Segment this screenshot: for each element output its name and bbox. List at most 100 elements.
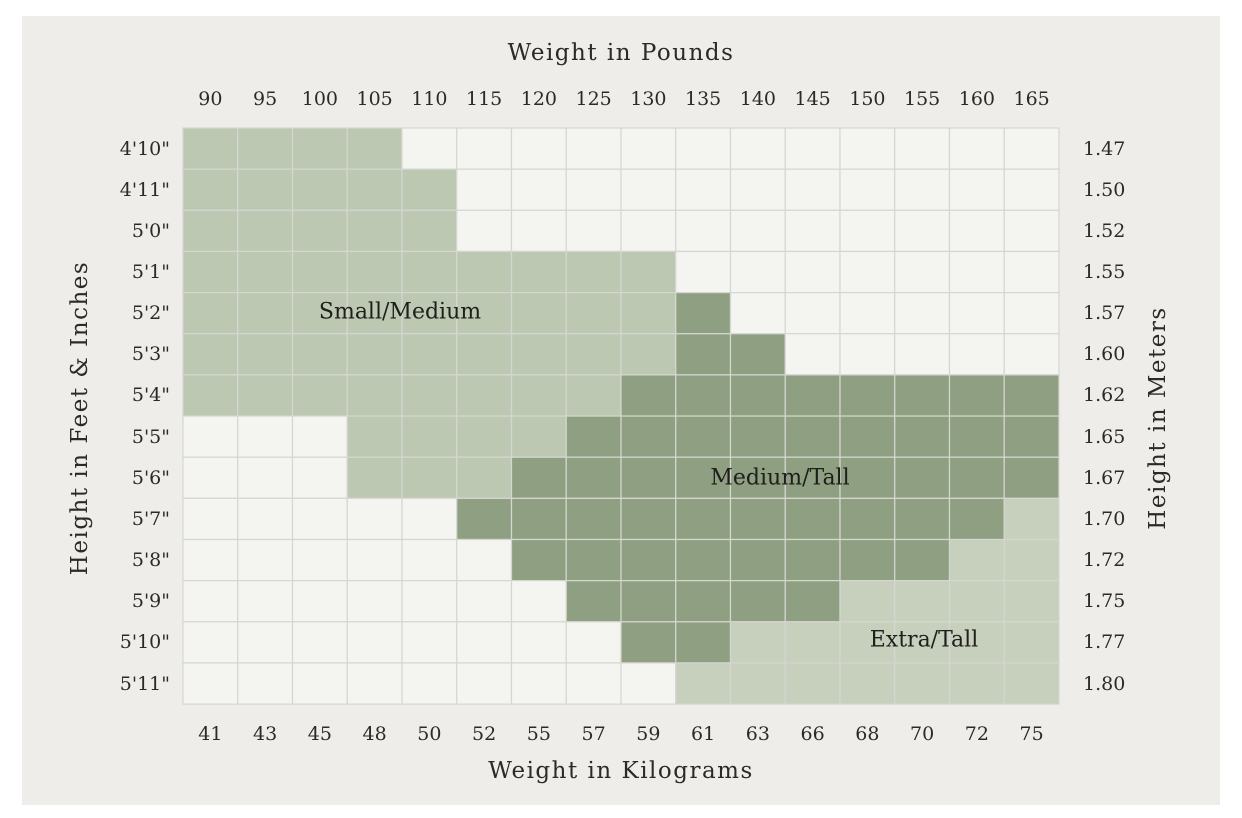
grid-cell [237, 456, 294, 499]
grid-cell [784, 662, 841, 705]
grid-cell [565, 456, 622, 499]
kilograms-tick-label: 68 [855, 723, 880, 745]
grid-cell [291, 250, 348, 294]
feet-inches-tick-label: 5'7" [131, 507, 170, 530]
meters-tick-label: 1.80 [1083, 672, 1126, 695]
grid-cell [729, 209, 786, 253]
kilograms-tick-label: 50 [417, 723, 442, 745]
grid-cell [291, 168, 348, 211]
grid-cell [1003, 333, 1060, 376]
grid-cell [729, 538, 786, 582]
grid-cell [182, 621, 239, 664]
grid-cell [784, 374, 841, 417]
grid-cell [456, 374, 513, 417]
meters-tick-label: 1.72 [1083, 549, 1126, 572]
grid-cell [729, 497, 786, 541]
grid-cell [1003, 374, 1060, 417]
meters-tick-label: 1.57 [1083, 302, 1126, 325]
grid-cell [620, 127, 677, 170]
grid-cell [1003, 456, 1060, 499]
grid-cell [675, 456, 732, 499]
grid-cell [729, 456, 786, 499]
grid-cell [346, 538, 403, 582]
grid-cell [456, 127, 513, 170]
bottom-axis-title: Weight in Kilograms [488, 758, 754, 784]
grid-cell [1003, 168, 1060, 211]
grid-cell [784, 538, 841, 582]
grid-cell [948, 538, 1005, 582]
grid-cell [729, 292, 786, 335]
grid-cell [346, 333, 403, 376]
grid-cell [948, 168, 1005, 211]
pounds-tick-label: 145 [794, 88, 831, 110]
meters-tick-label: 1.77 [1083, 631, 1126, 654]
grid-cell [346, 497, 403, 541]
grid-cell [346, 415, 403, 458]
grid-cell [839, 127, 896, 170]
grid-cell [620, 209, 677, 253]
grid-cell [675, 333, 732, 376]
grid-cell [401, 292, 458, 335]
kilograms-tick-label: 41 [198, 723, 223, 745]
grid-cell [1003, 127, 1060, 170]
kilograms-tick-label: 63 [745, 723, 770, 745]
grid-cell [729, 621, 786, 664]
grid-cell [675, 292, 732, 335]
pounds-tick-label: 165 [1013, 88, 1050, 110]
grid-cell [510, 538, 567, 582]
grid-cell [675, 538, 732, 582]
label-medium-tall: Medium/Tall [710, 465, 850, 491]
kilograms-tick-label: 72 [964, 723, 989, 745]
grid-cell [948, 621, 1005, 664]
grid-cell [510, 374, 567, 417]
grid-cell [565, 580, 622, 623]
grid-cell [620, 250, 677, 294]
grid-cell [401, 538, 458, 582]
grid-cell [456, 497, 513, 541]
grid-cell [565, 374, 622, 417]
feet-inches-tick-label: 5'8" [131, 549, 170, 572]
grid-cell [839, 250, 896, 294]
grid-cell [675, 374, 732, 417]
label-small-medium: Small/Medium [318, 299, 482, 325]
meters-tick-label: 1.67 [1083, 466, 1126, 489]
grid-cell [346, 209, 403, 253]
grid-cell [784, 127, 841, 170]
grid-cell [1003, 292, 1060, 335]
grid-cell [182, 497, 239, 541]
grid-cell [565, 497, 622, 541]
kilograms-tick-label: 48 [362, 723, 387, 745]
grid-cell [456, 292, 513, 335]
grid-cell [510, 662, 567, 705]
grid-cell [182, 662, 239, 705]
kilograms-tick-label: 66 [800, 723, 825, 745]
grid-cell [784, 580, 841, 623]
grid-cell [456, 538, 513, 582]
grid-cell [620, 333, 677, 376]
grid-cell [784, 497, 841, 541]
grid-cell [346, 250, 403, 294]
grid-cell [1003, 415, 1060, 458]
grid-cell [620, 168, 677, 211]
feet-inches-tick-label: 4'10" [119, 137, 170, 160]
grid-cell [675, 621, 732, 664]
grid-cell [675, 662, 732, 705]
meters-tick-label: 1.75 [1083, 590, 1126, 613]
kilograms-tick-label: 55 [526, 723, 551, 745]
grid-cell [291, 497, 348, 541]
grid-cell [565, 621, 622, 664]
kilograms-tick-label: 52 [472, 723, 497, 745]
grid-cell [948, 250, 1005, 294]
grid-cell [182, 415, 239, 458]
grid-cell [291, 415, 348, 458]
kilograms-tick-label: 59 [636, 723, 661, 745]
grid-cell [182, 456, 239, 499]
grid-cell [839, 580, 896, 623]
grid-cell [1003, 621, 1060, 664]
pounds-tick-label: 125 [575, 88, 612, 110]
pounds-tick-label: 100 [301, 88, 339, 110]
grid-cell [675, 209, 732, 253]
grid-cell [894, 497, 951, 541]
kilograms-tick-label: 70 [910, 723, 935, 745]
grid-cell [784, 415, 841, 458]
